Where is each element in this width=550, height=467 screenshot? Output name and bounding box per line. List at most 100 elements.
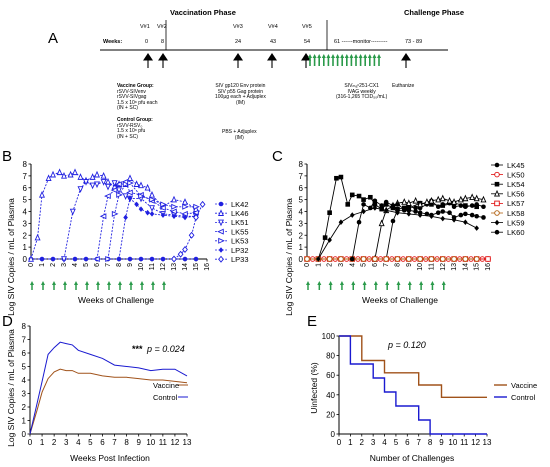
challenge-marker-head (151, 281, 155, 285)
point-LK46 (149, 190, 155, 198)
point-LK54 (474, 204, 479, 210)
legend-marker (494, 200, 500, 207)
x-tick-label: 1 (39, 263, 46, 267)
x-tick-label: 14 (182, 263, 189, 271)
vaccination-label-3: V#3 (233, 24, 243, 30)
boost-vaccine-line-2: SIV p55 Gag protein (217, 88, 264, 95)
y-tick-label: 100 (322, 332, 336, 341)
x-tick-label: 0 (304, 263, 311, 267)
legend-entry: LK54 (507, 180, 525, 189)
point-LK53 (111, 210, 119, 217)
point-LK42 (182, 256, 188, 262)
x-tick-label: 10 (138, 263, 145, 271)
challenge-arrow-head (321, 54, 326, 58)
x-tick-label: 12 (170, 438, 179, 447)
vaccination-label-5: V#5 (302, 24, 312, 30)
challenge-marker-head (162, 281, 166, 285)
point-LK42 (83, 256, 89, 262)
x-tick-label: 14 (462, 263, 469, 271)
point-LK46 (144, 183, 151, 191)
point-LK54 (361, 197, 366, 202)
point-LK53 (138, 193, 145, 200)
x-tick-label: 11 (149, 263, 156, 270)
legend-entry: LK46 (231, 209, 249, 218)
y-tick-label: 7 (23, 172, 28, 181)
legend-marker (494, 181, 500, 187)
vaccination-arrows (142, 53, 412, 68)
point-LK53 (122, 181, 130, 188)
point-LK51 (111, 180, 118, 187)
challenge-phase-title: Challenge Phase (404, 8, 465, 17)
x-tick-label: 9 (406, 263, 413, 267)
legend-entry: Control (153, 393, 178, 402)
x-tick-label: 10 (417, 263, 424, 271)
y-tick-label: 2 (299, 231, 304, 240)
point-LK56 (473, 194, 480, 202)
point-LK58 (372, 256, 378, 262)
series-LK60 (349, 198, 486, 262)
legend-marker (217, 228, 224, 235)
vaccine-group-block: Vaccine Group: rSVV-SIVenv rSVV-SIVgag 1… (117, 83, 157, 112)
challenge-arrow-head (335, 54, 340, 58)
y-tick-label: 6 (23, 184, 28, 193)
legend-marker (494, 171, 500, 178)
x-tick-label: 1 (40, 438, 45, 447)
panel-e-pvalue: p = 0.120 (387, 340, 426, 350)
week-8: 8 (161, 39, 165, 45)
point-LK60 (469, 212, 475, 218)
point-LK59 (383, 207, 389, 214)
point-LP32 (149, 211, 155, 217)
boost-control-line-2: (IM) (234, 134, 244, 141)
challenge-marker-head (385, 281, 390, 285)
point-LK55 (104, 193, 111, 200)
point-LK58 (417, 256, 423, 262)
x-tick-label: 11 (428, 263, 435, 270)
x-tick-label: 15 (193, 263, 200, 271)
point-LK59 (463, 219, 468, 225)
legend-entry: LK51 (231, 218, 249, 227)
point-LK59 (372, 205, 378, 211)
point-LK54 (327, 210, 332, 215)
challenge-arrow-head (312, 54, 317, 58)
point-LK59 (440, 215, 446, 222)
challenge-marker-head (85, 281, 89, 285)
panel-b-xlabel: Weeks of Challenge (78, 295, 154, 305)
y-tick-label: 6 (299, 184, 304, 193)
x-tick-label: 4 (76, 438, 81, 447)
point-LK55 (170, 208, 177, 215)
point-LK46 (100, 171, 107, 179)
control-group-line-3: (IN + SC) (117, 133, 138, 140)
x-tick-label: 3 (338, 263, 345, 267)
point-LK53 (171, 203, 178, 210)
point-LK60 (349, 256, 355, 262)
point-LK45 (481, 204, 486, 210)
point-LK56 (480, 195, 487, 203)
point-LK42 (127, 256, 133, 262)
x-tick-label: 5 (83, 263, 90, 267)
point-LK46 (77, 173, 84, 180)
x-tick-label: 3 (61, 263, 68, 267)
legend-entry: LK55 (231, 227, 249, 236)
x-tick-label: 13 (451, 263, 458, 271)
point-LK54 (372, 202, 378, 207)
point-LP33 (193, 213, 199, 221)
x-tick-label: 5 (361, 263, 368, 267)
x-tick-label: 2 (360, 438, 365, 447)
challenge-arrow-head (344, 54, 349, 58)
point-LK60 (372, 198, 378, 204)
challenge-arrow-head (367, 54, 372, 58)
point-LK60 (474, 213, 479, 219)
challenge-arrow-head (363, 54, 368, 58)
challenge-marker-head (317, 281, 322, 285)
point-LK54 (429, 202, 434, 207)
point-LK60 (401, 206, 407, 212)
legend-entry: Control (511, 393, 536, 402)
x-tick-label: 13 (483, 438, 492, 447)
point-LK54 (338, 174, 344, 180)
legend-marker (494, 229, 500, 235)
point-LK53 (160, 201, 167, 208)
point-LK42 (50, 256, 56, 262)
challenge-marker-head (362, 281, 367, 285)
vaccination-label-1: V#1 (140, 24, 150, 30)
